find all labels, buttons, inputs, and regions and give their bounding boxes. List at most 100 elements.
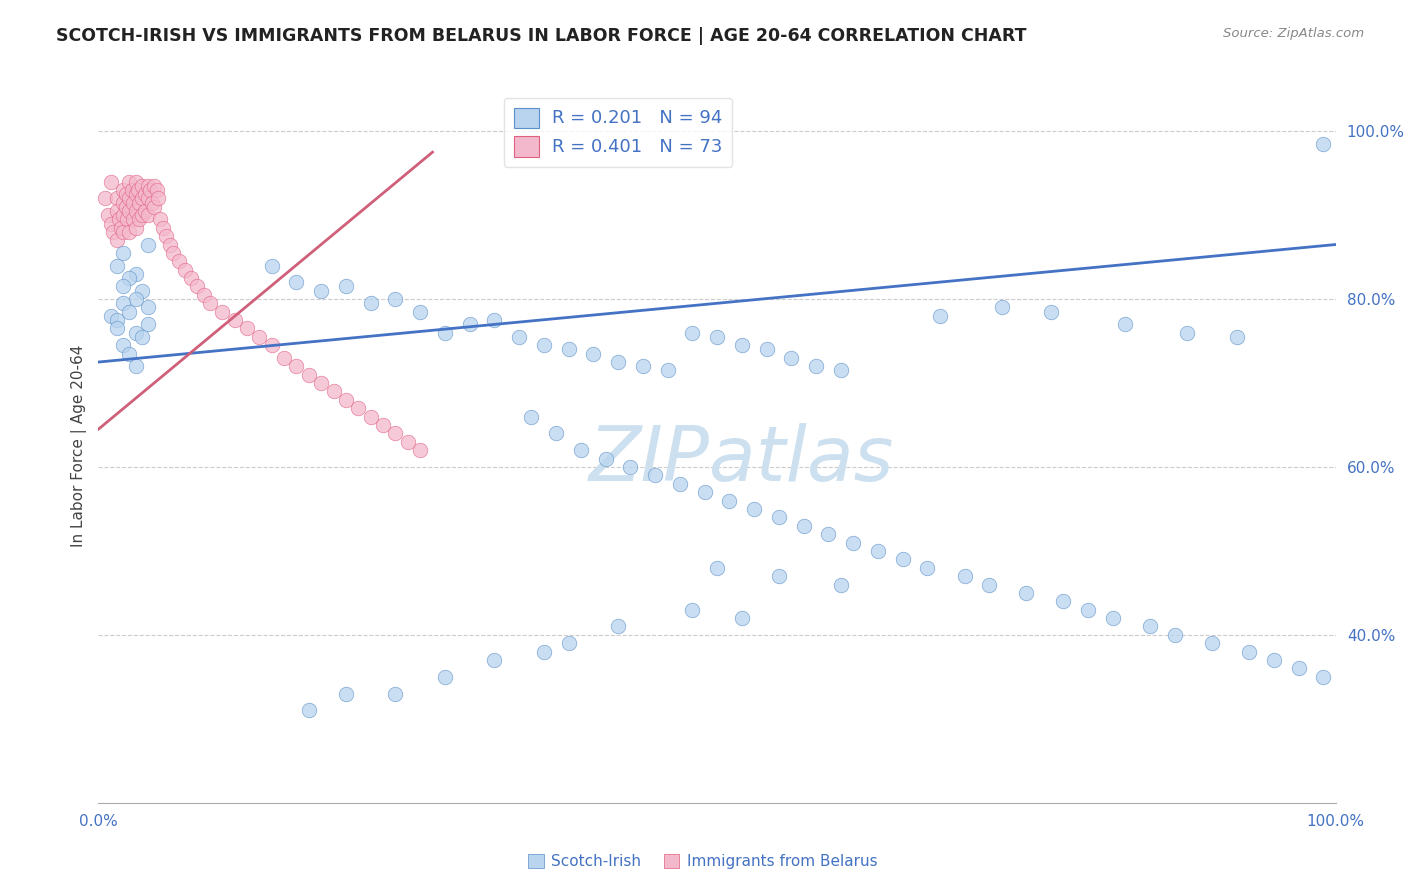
Point — [1288, 661, 1310, 675]
Point — [118, 175, 141, 189]
Point — [105, 321, 128, 335]
Point — [285, 275, 308, 289]
Point — [100, 175, 122, 189]
Point — [145, 183, 167, 197]
Point — [114, 200, 136, 214]
Point — [1040, 304, 1063, 318]
Point — [136, 191, 159, 205]
Point — [384, 687, 406, 701]
Point — [122, 195, 145, 210]
Point — [817, 527, 839, 541]
Point — [360, 409, 382, 424]
Point — [718, 493, 741, 508]
Point — [793, 518, 815, 533]
Point — [97, 208, 120, 222]
Point — [141, 195, 163, 210]
Point — [335, 279, 357, 293]
Point — [409, 304, 432, 318]
Point — [112, 195, 135, 210]
Point — [124, 267, 146, 281]
Point — [657, 363, 679, 377]
Point — [484, 313, 506, 327]
Point — [384, 426, 406, 441]
Point — [520, 409, 543, 424]
Point — [105, 191, 128, 205]
Point — [309, 376, 332, 390]
Point — [309, 284, 332, 298]
Point — [112, 279, 135, 293]
Point — [322, 384, 344, 399]
Point — [105, 259, 128, 273]
Point — [693, 485, 716, 500]
Point — [335, 687, 357, 701]
Point — [159, 237, 181, 252]
Point — [669, 476, 692, 491]
Point — [124, 326, 146, 340]
Point — [124, 187, 146, 202]
Point — [118, 346, 141, 360]
Point — [100, 217, 122, 231]
Point — [830, 363, 852, 377]
Point — [742, 502, 765, 516]
Text: SCOTCH-IRISH VS IMMIGRANTS FROM BELARUS IN LABOR FORCE | AGE 20-64 CORRELATION C: SCOTCH-IRISH VS IMMIGRANTS FROM BELARUS … — [56, 27, 1026, 45]
Point — [108, 212, 131, 227]
Point — [768, 510, 790, 524]
Point — [706, 560, 728, 574]
Point — [186, 279, 208, 293]
Point — [285, 359, 308, 374]
Point — [433, 326, 456, 340]
Point — [1312, 670, 1334, 684]
Point — [298, 703, 321, 717]
Legend: Scotch-Irish, Immigrants from Belarus: Scotch-Irish, Immigrants from Belarus — [522, 848, 884, 875]
Point — [396, 434, 419, 449]
Point — [118, 225, 141, 239]
Point — [1114, 318, 1136, 332]
Point — [371, 417, 394, 432]
Point — [780, 351, 803, 365]
Point — [953, 569, 976, 583]
Point — [110, 220, 132, 235]
Point — [1077, 603, 1099, 617]
Point — [136, 301, 159, 315]
Point — [112, 296, 135, 310]
Point — [139, 183, 162, 197]
Point — [131, 191, 153, 205]
Point — [595, 451, 617, 466]
Point — [533, 338, 555, 352]
Point — [112, 338, 135, 352]
Point — [143, 178, 166, 193]
Point — [105, 313, 128, 327]
Point — [731, 338, 754, 352]
Point — [298, 368, 321, 382]
Point — [979, 577, 1001, 591]
Point — [100, 309, 122, 323]
Point — [830, 577, 852, 591]
Point — [136, 318, 159, 332]
Point — [105, 233, 128, 247]
Point — [1201, 636, 1223, 650]
Point — [149, 212, 172, 227]
Point — [136, 178, 159, 193]
Point — [360, 296, 382, 310]
Point — [731, 611, 754, 625]
Point — [131, 208, 153, 222]
Point — [112, 208, 135, 222]
Point — [124, 359, 146, 374]
Point — [607, 619, 630, 633]
Point — [1102, 611, 1125, 625]
Point — [124, 203, 146, 218]
Y-axis label: In Labor Force | Age 20-64: In Labor Force | Age 20-64 — [72, 345, 87, 547]
Point — [706, 330, 728, 344]
Point — [1312, 136, 1334, 151]
Point — [260, 259, 283, 273]
Point — [112, 246, 135, 260]
Point — [122, 212, 145, 227]
Point — [224, 313, 246, 327]
Point — [93, 191, 115, 205]
Point — [134, 187, 156, 202]
Point — [1164, 628, 1187, 642]
Point — [1237, 645, 1260, 659]
Point — [1226, 330, 1249, 344]
Point — [155, 229, 177, 244]
Point — [607, 355, 630, 369]
